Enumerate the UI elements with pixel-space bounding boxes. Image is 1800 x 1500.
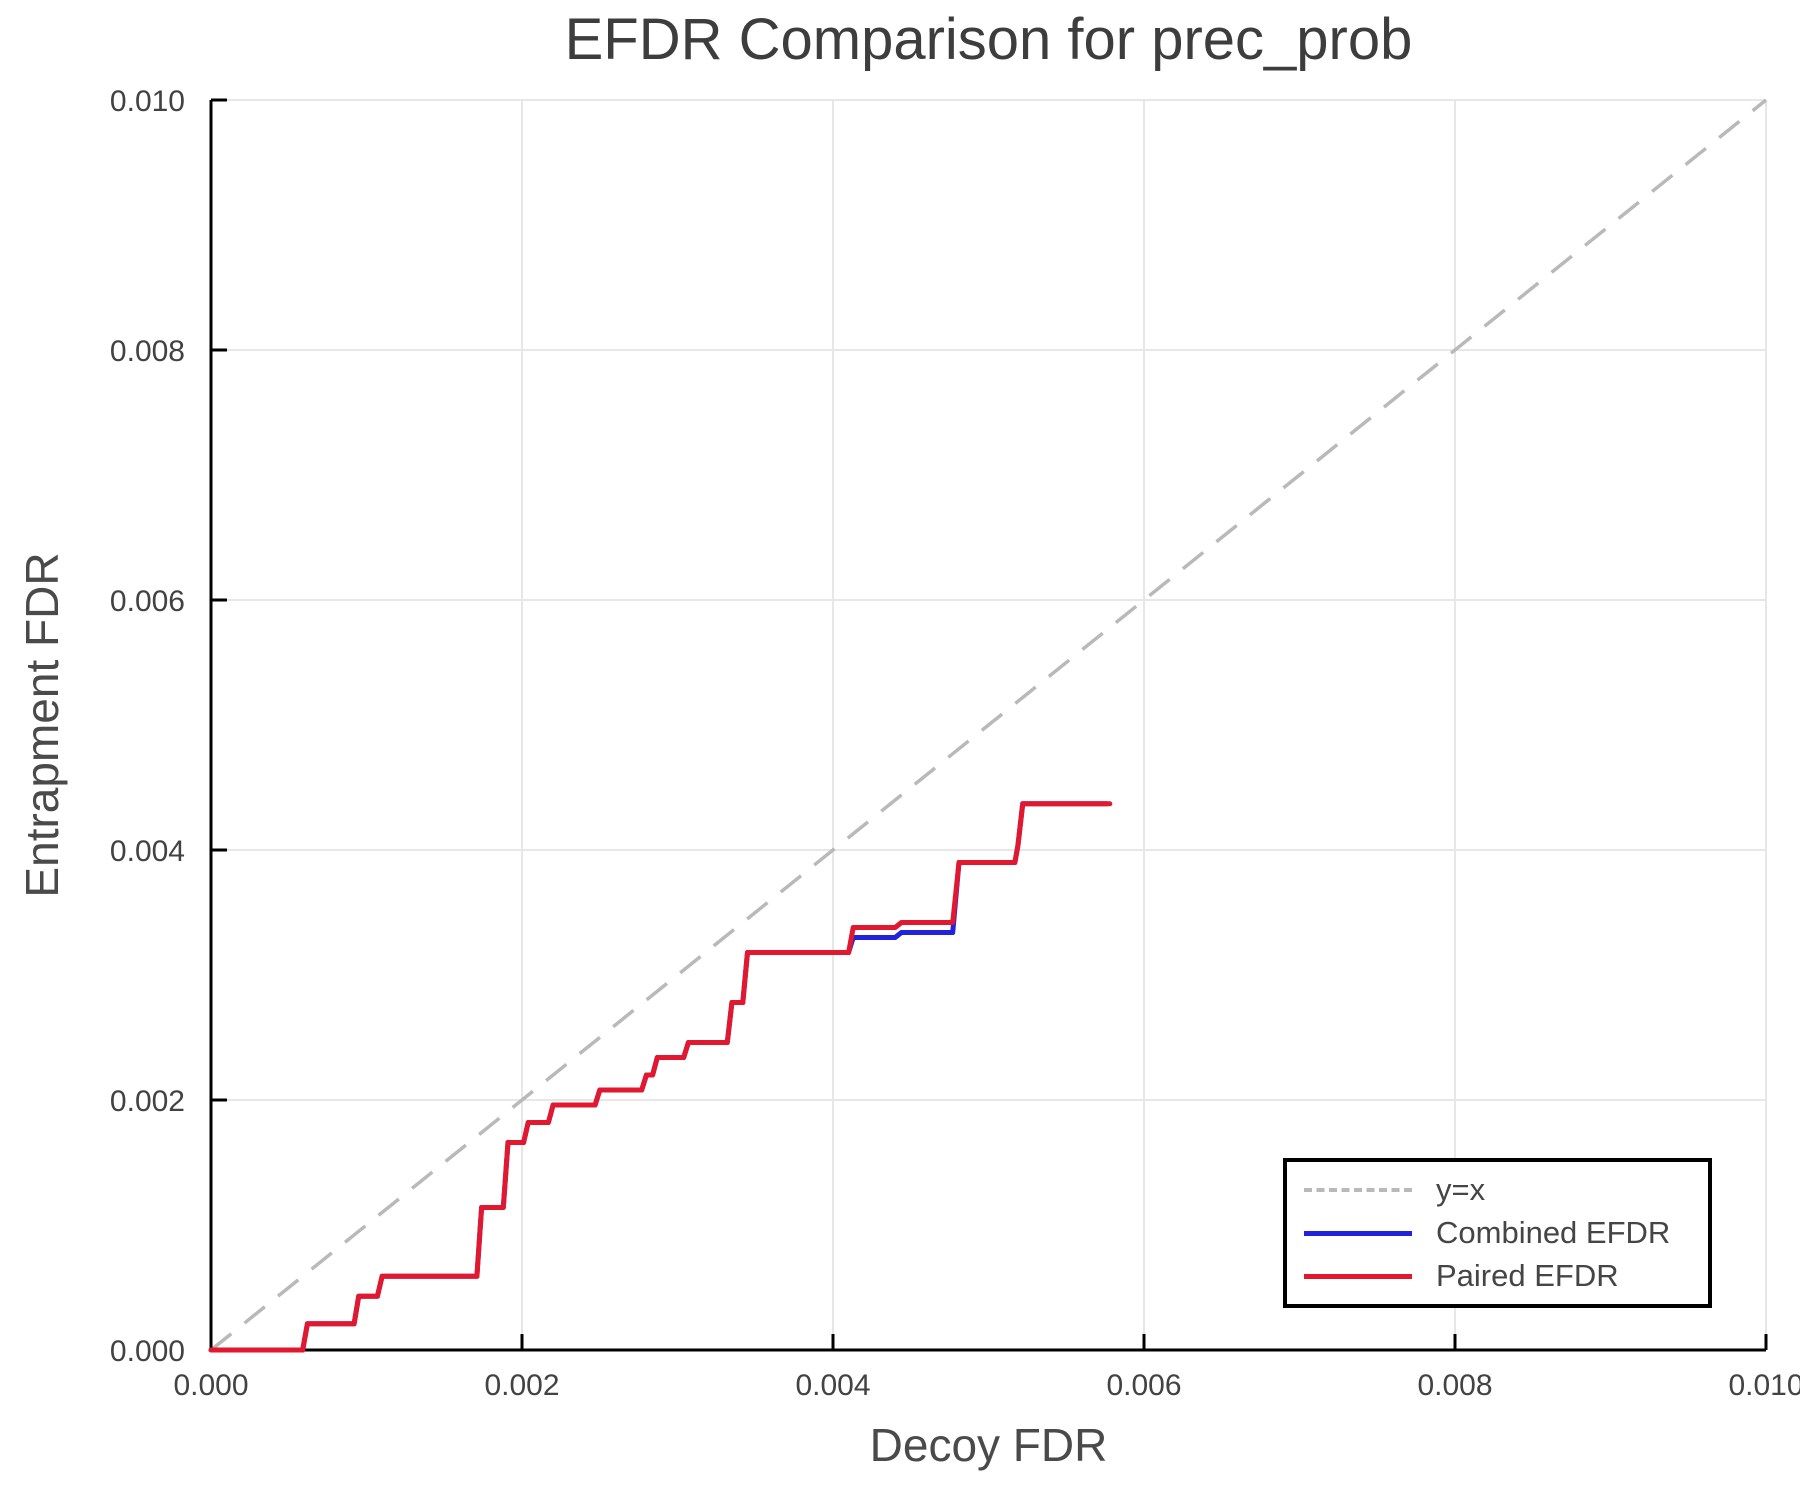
series-line-combined-efdr <box>208 801 1110 1353</box>
combined-efdr-swatch <box>1304 1230 1412 1236</box>
legend-row-combined-efdr: Combined EFDR <box>1304 1213 1708 1253</box>
y-tick-label: 0.000 <box>110 1335 185 1368</box>
x-tick-label: 0.002 <box>484 1369 559 1402</box>
chart-title: EFDR Comparison for prec_prob <box>564 7 1413 72</box>
y-tick-label: 0.002 <box>110 1085 185 1118</box>
legend-label-paired-efdr: Paired EFDR <box>1436 1258 1619 1293</box>
y-tick-label: 0.010 <box>110 85 185 118</box>
y-axis-label-text: Entrapment FDR <box>16 552 68 898</box>
identity-line-swatch <box>1304 1188 1412 1192</box>
series-line-paired-efdr <box>208 801 1113 1353</box>
x-axis-label: Decoy FDR <box>869 1419 1108 1471</box>
y-tick-label: 0.004 <box>110 835 185 868</box>
x-tick-label: 0.000 <box>173 1369 248 1402</box>
x-tick-label: 0.008 <box>1417 1369 1492 1402</box>
paired-efdr-swatch <box>1304 1273 1412 1279</box>
identity-line <box>209 98 1768 1352</box>
legend: y=x Combined EFDR Paired EFDR <box>1283 1158 1712 1308</box>
x-tick-label: 0.010 <box>1728 1369 1800 1402</box>
y-tick-label: 0.006 <box>110 585 185 618</box>
x-tick-label: 0.004 <box>795 1369 870 1402</box>
legend-row-identity: y=x <box>1304 1170 1708 1210</box>
legend-row-paired-efdr: Paired EFDR <box>1304 1256 1708 1296</box>
y-tick-label: 0.008 <box>110 335 185 368</box>
legend-label-identity: y=x <box>1436 1172 1486 1207</box>
x-tick-label: 0.006 <box>1106 1369 1181 1402</box>
legend-label-combined-efdr: Combined EFDR <box>1436 1215 1671 1250</box>
